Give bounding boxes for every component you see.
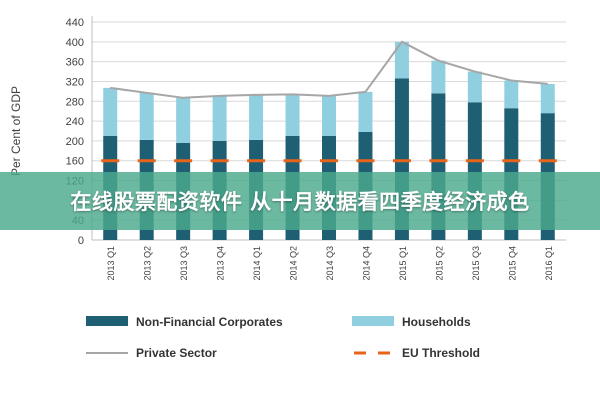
x-tick-label: 2015 Q1 [398, 246, 408, 281]
legend-swatch-households [352, 316, 394, 326]
banner-text: 在线股票配资软件 从十月数据看四季度经济成色 [70, 190, 530, 214]
y-tick-label: 400 [66, 37, 84, 49]
bar-households [358, 91, 373, 132]
private-sector-line [110, 40, 548, 99]
x-tick-label: 2015 Q2 [434, 246, 444, 281]
bar-households [103, 87, 118, 136]
legend-label-households: Households [402, 315, 471, 329]
y-tick-label: 440 [66, 17, 84, 29]
x-tick-label: 2013 Q1 [106, 246, 116, 281]
legend-label-non-financial-corporates: Non-Financial Corporates [136, 315, 283, 329]
bar-households [467, 71, 482, 103]
y-tick-label: 200 [66, 136, 84, 148]
y-tick-label: 160 [66, 156, 84, 168]
y-tick-label: 280 [66, 96, 84, 108]
x-tick-label: 2013 Q2 [143, 246, 153, 281]
x-tick-label: 2014 Q4 [361, 246, 371, 281]
legend-label-eu-threshold: EU Threshold [402, 346, 480, 360]
bar-households [139, 92, 154, 140]
bar-households [212, 95, 227, 141]
bar-households [285, 94, 300, 136]
x-tick-label: 2014 Q1 [252, 246, 262, 281]
x-tick-label: 2014 Q3 [325, 246, 335, 281]
bar-households [431, 60, 446, 94]
legend-label-private-sector: Private Sector [136, 346, 217, 360]
x-tick-label: 2015 Q3 [471, 246, 481, 281]
bar-households [176, 97, 191, 143]
bar-households [504, 80, 519, 109]
x-tick-label: 2013 Q4 [216, 246, 226, 281]
y-tick-label: 0 [78, 235, 84, 247]
y-axis-label: Per Cent of GDP [9, 86, 23, 176]
y-tick-label: 360 [66, 57, 84, 69]
y-tick-label: 240 [66, 116, 84, 128]
x-tick-label: 2013 Q3 [179, 246, 189, 281]
banner-overlay: 在线股票配资软件 从十月数据看四季度经济成色 [0, 172, 600, 230]
bar-households [540, 83, 555, 114]
legend-swatch-non-financial-corporates [86, 316, 128, 326]
bar-households [394, 41, 409, 79]
x-tick-label: 2014 Q2 [289, 246, 299, 281]
bar-households [249, 94, 264, 140]
x-tick-label: 2015 Q4 [507, 246, 517, 281]
bar-households [322, 95, 336, 136]
x-tick-label: 2016 Q1 [544, 246, 554, 281]
y-tick-label: 320 [66, 76, 84, 88]
